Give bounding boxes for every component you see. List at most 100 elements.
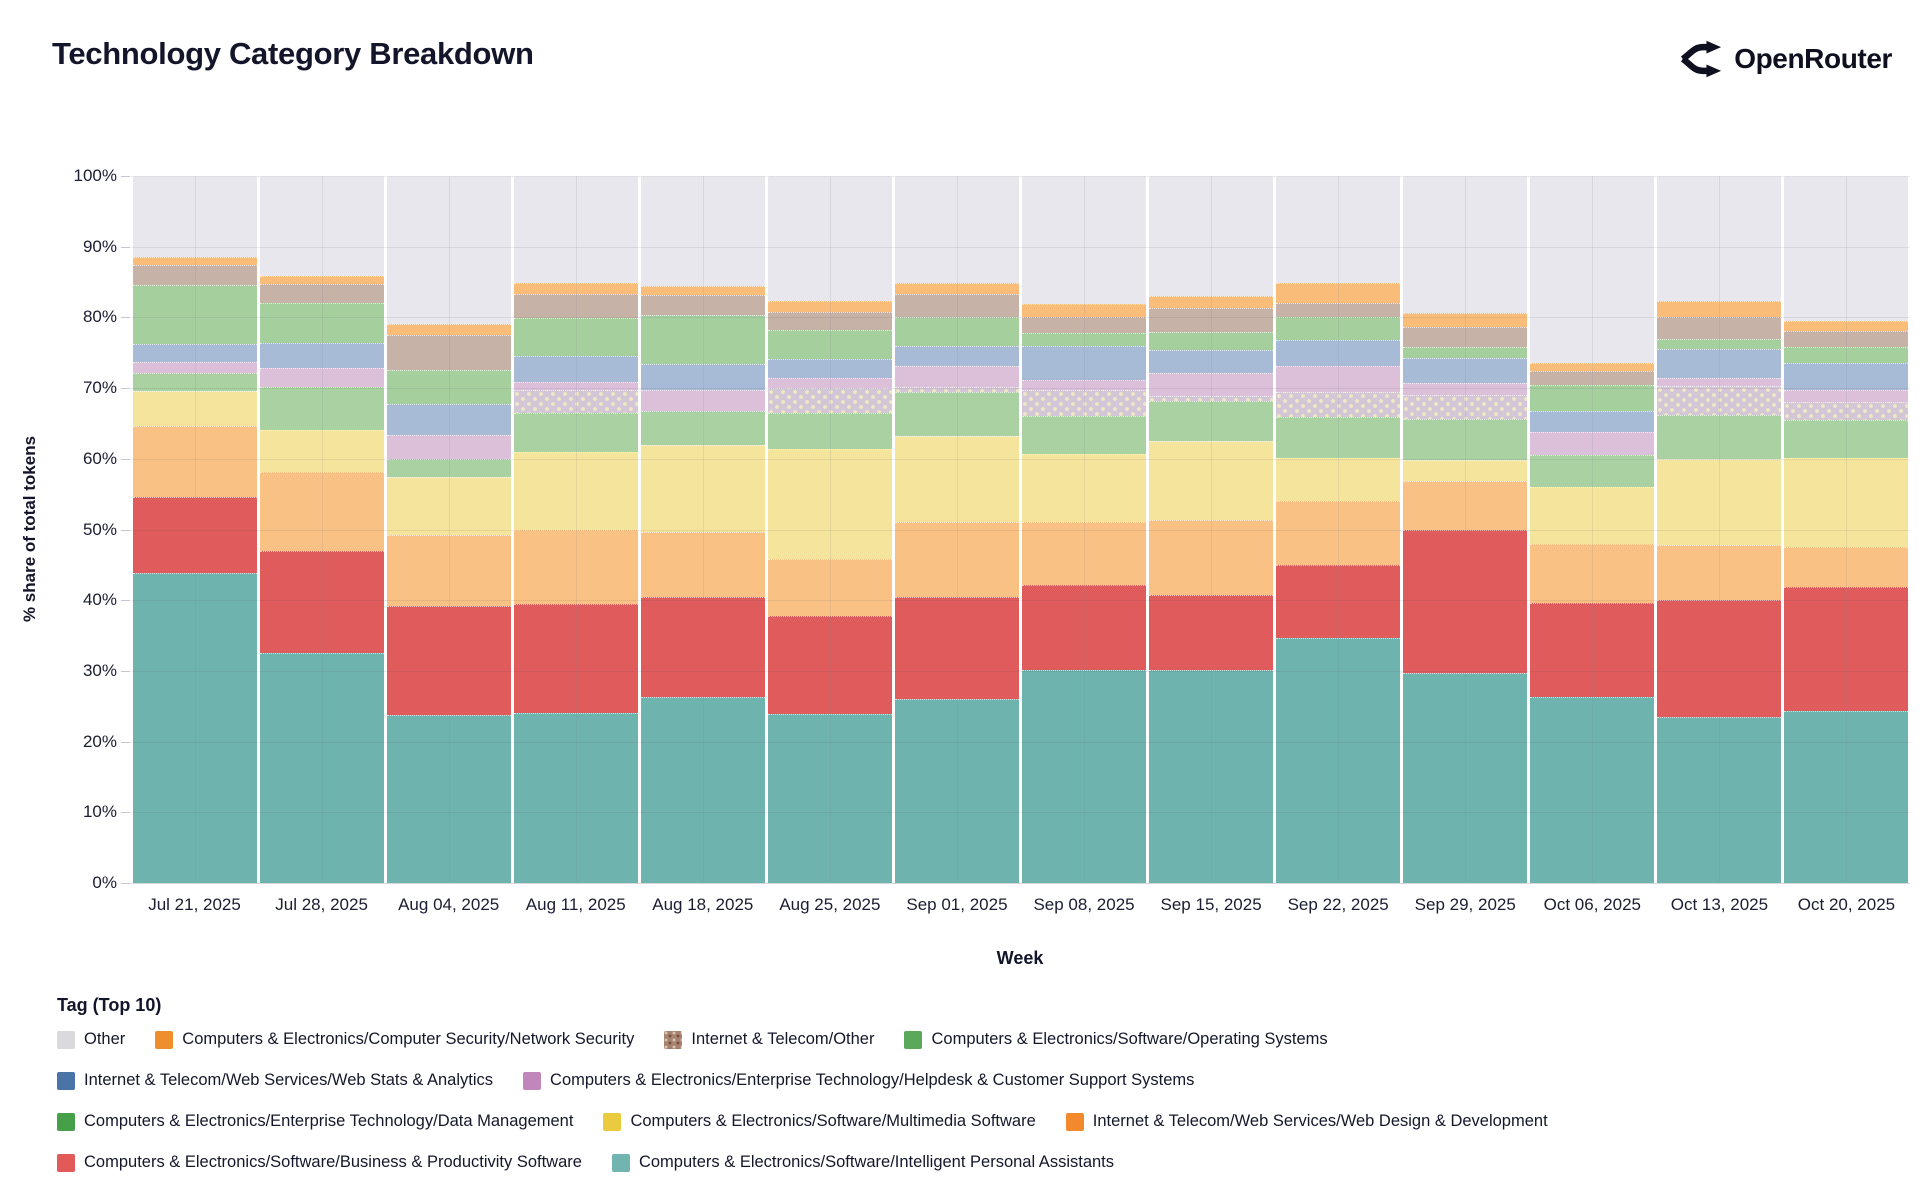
bar-segment[interactable] bbox=[1276, 637, 1401, 883]
bar-segment[interactable] bbox=[1403, 419, 1528, 460]
bar-segment[interactable] bbox=[1530, 431, 1655, 456]
bar-segment[interactable] bbox=[640, 176, 765, 286]
bar-segment[interactable] bbox=[1784, 347, 1909, 363]
bar-segment[interactable] bbox=[1657, 377, 1782, 387]
bar-segment[interactable] bbox=[1149, 308, 1274, 333]
legend-item[interactable]: Computers & Electronics/Computer Securit… bbox=[155, 1030, 634, 1049]
bar-segment[interactable] bbox=[1403, 326, 1528, 348]
bar-segment[interactable] bbox=[1022, 333, 1147, 347]
bar-segment[interactable] bbox=[1784, 330, 1909, 348]
bar-segment[interactable] bbox=[1530, 603, 1655, 698]
bar-segment[interactable] bbox=[767, 377, 892, 389]
bar-segment[interactable] bbox=[513, 294, 638, 319]
bar-segment[interactable] bbox=[1403, 481, 1528, 530]
bar-segment[interactable] bbox=[1149, 519, 1274, 596]
bar-segment[interactable] bbox=[513, 381, 638, 390]
bar-segment[interactable] bbox=[1530, 543, 1655, 604]
bar-segment[interactable] bbox=[894, 294, 1019, 317]
bar-segment[interactable] bbox=[1657, 600, 1782, 717]
bar-segment[interactable] bbox=[894, 436, 1019, 523]
bar-segment[interactable] bbox=[132, 362, 257, 373]
bar-segment[interactable] bbox=[640, 389, 765, 411]
legend-item[interactable]: Computers & Electronics/Enterprise Techn… bbox=[523, 1071, 1194, 1090]
bar-segment[interactable] bbox=[767, 616, 892, 715]
bar-segment[interactable] bbox=[1276, 564, 1401, 638]
bar-oct-20-2025[interactable] bbox=[1784, 176, 1909, 883]
bar-segment[interactable] bbox=[1022, 176, 1147, 305]
bar-segment[interactable] bbox=[1784, 390, 1909, 402]
bar-segment[interactable] bbox=[259, 176, 384, 277]
bar-segment[interactable] bbox=[1657, 348, 1782, 378]
bar-segment[interactable] bbox=[767, 359, 892, 378]
bar-segment[interactable] bbox=[640, 410, 765, 445]
legend-item[interactable]: Internet & Telecom/Web Services/Web Stat… bbox=[57, 1071, 493, 1090]
legend-item[interactable]: Computers & Electronics/Enterprise Techn… bbox=[57, 1112, 573, 1131]
bar-segment[interactable] bbox=[1784, 458, 1909, 548]
bar-segment[interactable] bbox=[1276, 282, 1401, 303]
bar-segment[interactable] bbox=[640, 444, 765, 532]
bar-oct-13-2025[interactable] bbox=[1657, 176, 1782, 883]
bar-segment[interactable] bbox=[1657, 338, 1782, 349]
legend-item[interactable]: Internet & Telecom/Web Services/Web Desi… bbox=[1065, 1112, 1548, 1131]
bar-segment[interactable] bbox=[259, 302, 384, 343]
bar-segment[interactable] bbox=[767, 388, 892, 413]
bar-segment[interactable] bbox=[1149, 400, 1274, 442]
bar-sep-22-2025[interactable] bbox=[1276, 176, 1401, 883]
bar-segment[interactable] bbox=[1530, 385, 1655, 411]
bar-segment[interactable] bbox=[767, 176, 892, 301]
bar-segment[interactable] bbox=[132, 284, 257, 344]
bar-segment[interactable] bbox=[1276, 302, 1401, 318]
bar-segment[interactable] bbox=[513, 529, 638, 604]
bar-segment[interactable] bbox=[1657, 415, 1782, 459]
bar-segment[interactable] bbox=[386, 434, 511, 459]
bar-segment[interactable] bbox=[513, 356, 638, 382]
bar-oct-06-2025[interactable] bbox=[1530, 176, 1655, 883]
bar-segment[interactable] bbox=[894, 699, 1019, 883]
bar-segment[interactable] bbox=[1149, 332, 1274, 350]
bar-segment[interactable] bbox=[1022, 453, 1147, 523]
bar-segment[interactable] bbox=[1403, 459, 1528, 482]
bar-jul-28-2025[interactable] bbox=[259, 176, 384, 883]
bar-segment[interactable] bbox=[1784, 547, 1909, 588]
bar-segment[interactable] bbox=[1530, 455, 1655, 488]
bar-segment[interactable] bbox=[894, 316, 1019, 347]
bar-segment[interactable] bbox=[386, 458, 511, 478]
bar-segment[interactable] bbox=[513, 282, 638, 295]
bar-segment[interactable] bbox=[894, 596, 1019, 700]
bar-segment[interactable] bbox=[1276, 176, 1401, 283]
bar-segment[interactable] bbox=[386, 714, 511, 883]
bar-segment[interactable] bbox=[894, 522, 1019, 597]
bar-segment[interactable] bbox=[767, 311, 892, 331]
bar-segment[interactable] bbox=[1403, 383, 1528, 395]
bar-segment[interactable] bbox=[259, 429, 384, 473]
bar-segment[interactable] bbox=[1403, 529, 1528, 674]
bar-segment[interactable] bbox=[1276, 458, 1401, 502]
bar-segment[interactable] bbox=[640, 697, 765, 883]
bar-segment[interactable] bbox=[1784, 176, 1909, 322]
bar-segment[interactable] bbox=[1149, 595, 1274, 670]
bar-segment[interactable] bbox=[259, 550, 384, 653]
bar-segment[interactable] bbox=[1149, 176, 1274, 296]
bar-segment[interactable] bbox=[513, 389, 638, 413]
bar-segment[interactable] bbox=[640, 364, 765, 390]
bar-segment[interactable] bbox=[386, 323, 511, 336]
bar-segment[interactable] bbox=[1403, 357, 1528, 384]
bar-sep-15-2025[interactable] bbox=[1149, 176, 1274, 883]
bar-segment[interactable] bbox=[1022, 669, 1147, 883]
bar-segment[interactable] bbox=[386, 369, 511, 404]
bar-segment[interactable] bbox=[259, 472, 384, 551]
bar-sep-29-2025[interactable] bbox=[1403, 176, 1528, 883]
bar-segment[interactable] bbox=[513, 176, 638, 283]
bar-segment[interactable] bbox=[640, 285, 765, 295]
bar-sep-08-2025[interactable] bbox=[1022, 176, 1147, 883]
bar-segment[interactable] bbox=[386, 335, 511, 370]
bar-segment[interactable] bbox=[386, 403, 511, 435]
legend-item[interactable]: Computers & Electronics/Software/Intelli… bbox=[611, 1153, 1114, 1172]
bar-segment[interactable] bbox=[1530, 176, 1655, 363]
bar-segment[interactable] bbox=[259, 652, 384, 883]
bar-segment[interactable] bbox=[767, 330, 892, 360]
bar-segment[interactable] bbox=[767, 412, 892, 449]
bar-segment[interactable] bbox=[1657, 716, 1782, 883]
bar-segment[interactable] bbox=[1530, 487, 1655, 544]
bar-segment[interactable] bbox=[1022, 380, 1147, 390]
